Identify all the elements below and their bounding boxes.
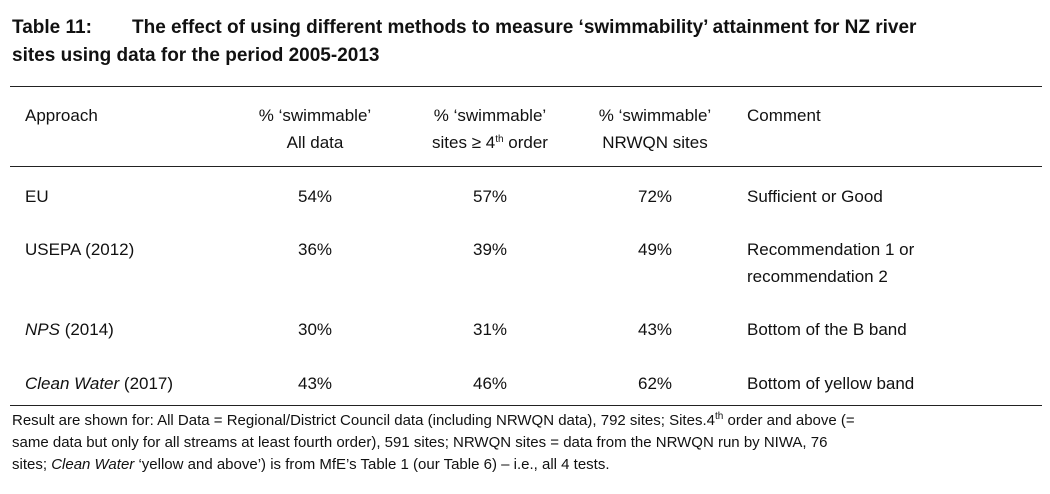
row-eu-4th-order: 57%	[472, 187, 508, 206]
table-footnote: Result are shown for: All Data = Regiona…	[12, 410, 1042, 476]
title-text: The effect of using different methods to…	[132, 17, 917, 38]
header-nrwqn: % ‘swimmable’ NRWQN sites	[575, 102, 735, 156]
footnote-line-1-sup: th	[714, 411, 724, 422]
header-4th-order-text: sites ≥ 4	[432, 133, 496, 152]
row-clean-water-comment: Bottom of yellow band	[747, 374, 915, 393]
header-approach: Approach	[25, 106, 98, 125]
header-all-data-line1: % ‘swimmable’	[258, 106, 372, 125]
header-4th-order-suffix: order	[503, 133, 548, 152]
row-nps-comment: Bottom of the B band	[747, 320, 907, 339]
header-all-data-line2: All data	[286, 133, 344, 152]
table-title: Table 11: The effect of using different m…	[12, 14, 1042, 70]
row-usepa-4th-order: 39%	[472, 240, 508, 259]
row-clean-water-all-data: 43%	[297, 374, 333, 393]
row-nps-all-data: 30%	[297, 320, 333, 339]
footnote-line-3-italic: Clean Water	[51, 456, 135, 473]
header-bottom-rule	[10, 166, 1042, 167]
row-nps-4th-order: 31%	[472, 320, 508, 339]
footnote-line-3-end: ‘yellow and above’) is from MfE’s Table …	[134, 456, 610, 473]
footnote-line-3: sites; Clean Water ‘yellow and above’) i…	[12, 454, 1042, 476]
row-clean-water-4th-order: 46%	[472, 374, 508, 393]
title-line-1: Table 11: The effect of using different m…	[12, 14, 1042, 42]
row-usepa-nrwqn: 49%	[637, 240, 673, 259]
row-clean-water-approach: Clean Water (2017)	[25, 370, 173, 397]
header-4th-order-line1: % ‘swimmable’	[433, 106, 547, 125]
header-4th-order: % ‘swimmable’ sites ≥ 4th order	[405, 102, 575, 156]
row-clean-water-approach-name: Clean Water	[25, 374, 120, 393]
header-nrwqn-line2: NRWQN sites	[602, 133, 708, 152]
header-all-data: % ‘swimmable’ All data	[230, 102, 400, 156]
row-usepa-comment-line1: Recommendation 1 or	[747, 240, 915, 259]
row-usepa-comment-line2: recommendation 2	[747, 267, 888, 286]
footnote-line-1: Result are shown for: All Data = Regiona…	[12, 410, 1042, 432]
table-bottom-rule	[10, 405, 1042, 406]
row-eu-nrwqn: 72%	[637, 187, 673, 206]
table-number: Table 11:	[12, 17, 92, 38]
row-usepa-all-data: 36%	[297, 240, 333, 259]
row-nps-approach-year: (2014)	[59, 320, 114, 339]
row-eu-comment: Sufficient or Good	[747, 187, 883, 206]
footnote-line-2: same data but only for all streams at le…	[12, 434, 828, 451]
row-usepa-approach: USEPA (2012)	[25, 240, 135, 259]
row-eu-approach: EU	[25, 187, 49, 206]
row-clean-water-approach-year: (2017)	[119, 374, 174, 393]
header-4th-order-line2: sites ≥ 4th order	[405, 129, 575, 156]
row-clean-water-nrwqn: 62%	[637, 374, 673, 393]
header-4th-order-sup: th	[495, 134, 504, 145]
header-comment: Comment	[747, 106, 821, 125]
row-nps-approach: NPS (2014)	[25, 316, 114, 343]
footnote-line-3-start: sites;	[12, 456, 52, 473]
footnote-line-1-end: order and above (=	[723, 412, 855, 429]
row-eu-all-data: 54%	[297, 187, 333, 206]
footnote-line-1-text: Result are shown for: All Data = Regiona…	[12, 412, 715, 429]
header-nrwqn-line1: % ‘swimmable’	[598, 106, 712, 125]
row-nps-approach-name: NPS	[25, 320, 60, 339]
header-top-rule	[10, 86, 1042, 87]
title-line-2: sites using data for the period 2005-201…	[12, 45, 380, 66]
row-usepa-comment: Recommendation 1 or recommendation 2	[747, 236, 914, 290]
row-nps-nrwqn: 43%	[637, 320, 673, 339]
